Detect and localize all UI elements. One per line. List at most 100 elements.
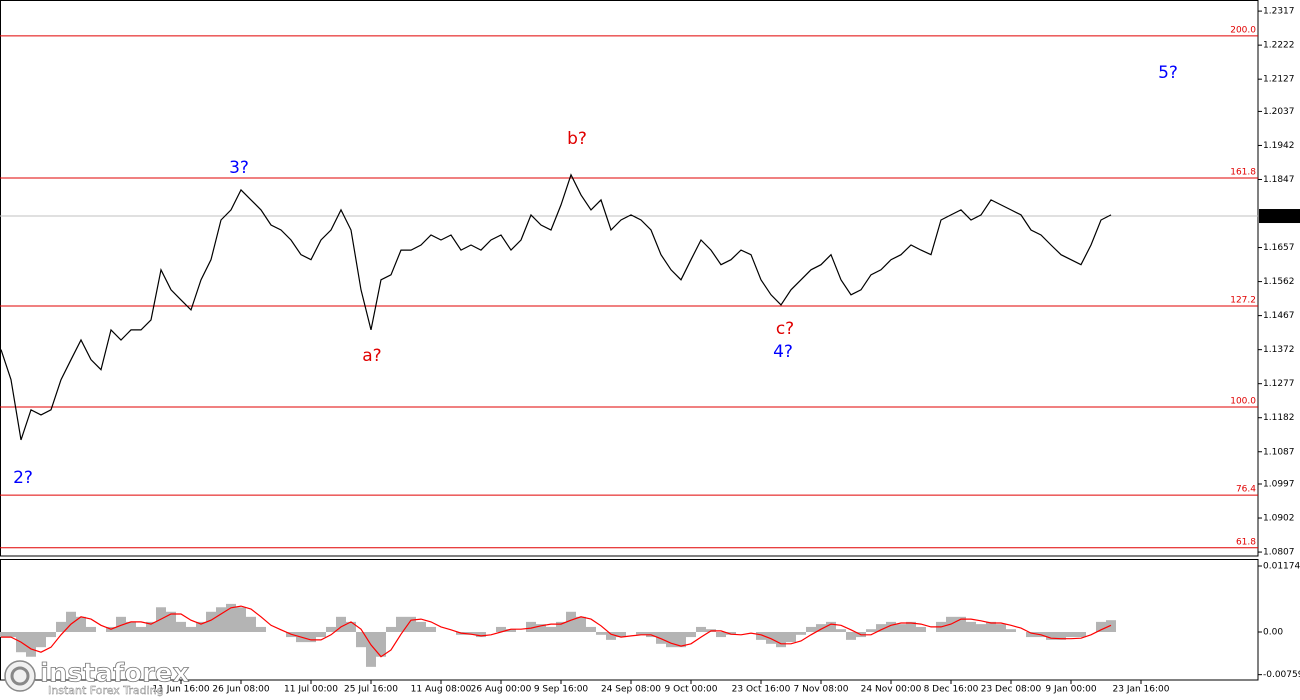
x-tick-label: 23 Dec 08:00 xyxy=(981,685,1042,695)
signal-line xyxy=(1,605,1112,658)
macd-bar xyxy=(366,632,376,667)
macd-bar xyxy=(416,621,426,632)
macd-bar xyxy=(606,632,616,640)
macd-panel-frame xyxy=(0,559,1259,681)
macd-bar xyxy=(576,616,586,632)
macd-bar xyxy=(636,632,646,635)
y-tick-label: -0.00759 xyxy=(1263,670,1300,680)
fib-level-label: 161.8 xyxy=(1230,168,1256,178)
x-tick-label: 11 Jul 00:00 xyxy=(284,685,338,695)
x-tick-label: 24 Nov 00:00 xyxy=(861,685,922,695)
y-tick-label: 1.1847 xyxy=(1263,175,1295,185)
y-tick-label: 1.1087 xyxy=(1263,447,1295,457)
macd-bar xyxy=(346,621,356,632)
macd-bar xyxy=(76,616,86,632)
y-tick-label: 1.0902 xyxy=(1263,514,1295,524)
y-tick-label: 1.1467 xyxy=(1263,311,1295,321)
macd-bar xyxy=(766,632,776,644)
y-tick-label: 1.0997 xyxy=(1263,479,1295,489)
macd-bar xyxy=(966,621,976,632)
macd-bar xyxy=(1106,620,1116,632)
macd-bar xyxy=(146,621,156,632)
x-tick-label: 24 Sep 08:00 xyxy=(601,685,661,695)
macd-bar xyxy=(0,632,6,638)
macd-bar xyxy=(236,607,246,632)
x-tick-label: 8 Dec 16:00 xyxy=(924,685,979,695)
macd-bar xyxy=(116,616,126,632)
macd-bar xyxy=(86,626,96,632)
macd-bar xyxy=(406,616,416,632)
macd-bar xyxy=(1066,632,1076,638)
macd-bar xyxy=(396,616,406,632)
wave-label: b? xyxy=(567,129,587,149)
macd-bar xyxy=(36,632,46,648)
x-tick-label: 11 Jun 16:00 xyxy=(152,685,209,695)
macd-bar xyxy=(336,616,346,632)
macd-bar xyxy=(826,621,836,632)
wave-label: a? xyxy=(362,346,381,366)
y-tick-label: 1.1657 xyxy=(1263,243,1295,253)
y-tick-label: 1.2037 xyxy=(1263,107,1295,117)
macd-bar xyxy=(306,632,316,643)
macd-bar xyxy=(976,624,986,632)
macd-bar xyxy=(756,632,766,640)
macd-bar xyxy=(186,626,196,632)
price-panel-frame xyxy=(0,0,1259,557)
macd-bar xyxy=(376,632,386,657)
macd-bar xyxy=(696,626,706,632)
macd-bar xyxy=(1096,621,1106,632)
brand: instaforex xyxy=(40,659,190,689)
x-tick-label: 9 Sep 16:00 xyxy=(534,685,589,695)
wave-label: c? xyxy=(776,319,794,339)
macd-bar xyxy=(546,626,556,632)
macd-bar xyxy=(176,621,186,632)
macd-bar xyxy=(866,629,876,632)
macd-bar xyxy=(6,632,16,638)
macd-bar xyxy=(356,632,366,648)
macd-bar xyxy=(996,624,1006,632)
macd-bar xyxy=(326,626,336,632)
macd-bar xyxy=(596,632,606,635)
x-tick-label: 23 Jan 16:00 xyxy=(1113,685,1170,695)
macd-bar xyxy=(916,626,926,632)
x-tick-label: 7 Nov 08:00 xyxy=(794,685,849,695)
macd-bar xyxy=(476,632,486,638)
macd-bar xyxy=(876,624,886,632)
x-tick-label: 25 Jul 16:00 xyxy=(344,685,398,695)
x-tick-label: 9 Oct 00:00 xyxy=(665,685,718,695)
fib-level-label: 127.2 xyxy=(1230,295,1256,305)
y-tick-label: 0.00 xyxy=(1263,628,1283,638)
last-price-box xyxy=(1259,209,1300,224)
macd-bar xyxy=(906,621,916,632)
x-tick-label: 11 Aug 08:00 xyxy=(411,685,472,695)
x-tick-label: 26 Aug 00:00 xyxy=(471,685,532,695)
y-tick-label: 1.1372 xyxy=(1263,345,1295,355)
macd-bar xyxy=(836,629,846,632)
fib-level-label: 100.0 xyxy=(1230,396,1256,406)
y-tick-label: 1.0807 xyxy=(1263,548,1295,558)
fib-level-label: 61.8 xyxy=(1236,537,1256,547)
fib-level-label: 76.4 xyxy=(1236,485,1256,495)
macd-bar xyxy=(786,632,796,643)
macd-bar xyxy=(816,624,826,632)
macd-bar xyxy=(536,624,546,632)
macd-bar xyxy=(656,632,666,644)
macd-bar xyxy=(526,621,536,632)
tagline: Instant Forex Trading xyxy=(48,684,164,697)
macd-bar xyxy=(676,632,686,648)
y-tick-label: 1.1562 xyxy=(1263,277,1295,287)
fib-level-label: 200.0 xyxy=(1230,25,1256,35)
y-tick-label: 1.1277 xyxy=(1263,379,1295,389)
macd-bar xyxy=(776,632,786,648)
macd-bar xyxy=(716,632,726,638)
macd-bar xyxy=(1026,632,1036,638)
wave-label: 5? xyxy=(1158,63,1178,83)
macd-bar xyxy=(806,626,816,632)
y-tick-label: 0.01174 xyxy=(1263,562,1300,572)
macd-bar xyxy=(726,632,736,635)
macd-bar xyxy=(316,632,326,638)
x-tick-label: 23 Oct 16:00 xyxy=(732,685,791,695)
macd-bar xyxy=(896,624,906,632)
macd-bar xyxy=(56,621,66,632)
